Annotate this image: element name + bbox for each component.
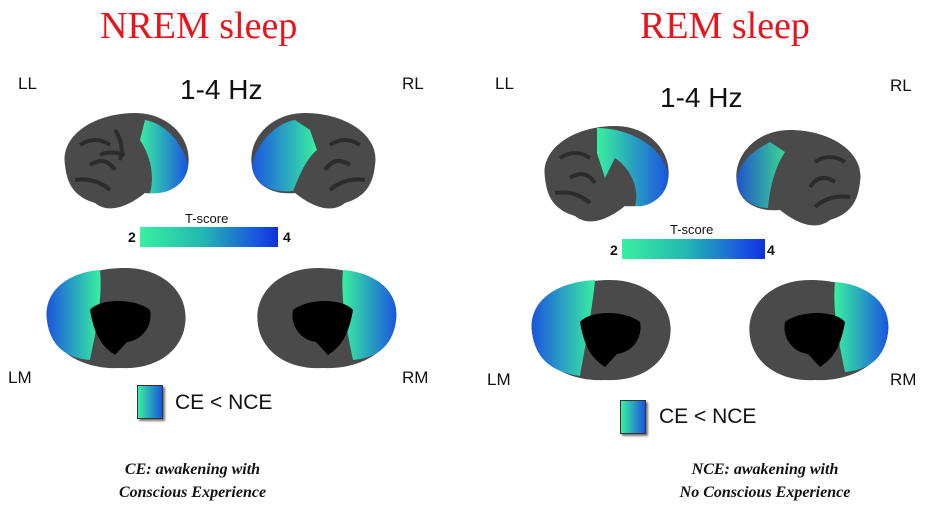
view-label-ll: LL	[18, 74, 37, 93]
brain-right-medial	[749, 280, 889, 381]
legend-label: CE < NCE	[659, 405, 757, 428]
caption-line-2: No Conscious Experience	[679, 484, 851, 501]
rem-panel: REM sleep 1-4 Hz LL RL LM RM T-score 2 4…	[465, 0, 929, 515]
frequency-label: 1-4 Hz	[660, 82, 743, 113]
caption-line-1: CE: awakening with	[124, 461, 261, 478]
colorbar-title: T-score	[185, 211, 229, 226]
colorbar-title: T-score	[670, 222, 714, 237]
view-label-rm: RM	[402, 368, 429, 387]
colorbar-min: 2	[128, 229, 136, 245]
view-label-rm: RM	[890, 370, 917, 389]
view-label-rl: RL	[890, 76, 912, 95]
brain-right-lateral	[736, 130, 861, 226]
colorbar-max: 4	[283, 229, 291, 245]
caption: NCE: awakening with No Conscious Experie…	[645, 458, 885, 504]
panel-title: NREM sleep	[100, 5, 298, 47]
brain-left-medial	[531, 280, 671, 381]
colorbar-min: 2	[610, 242, 618, 258]
view-label-lm: LM	[487, 370, 511, 389]
panel-title: REM sleep	[640, 5, 810, 47]
colorbar	[622, 239, 765, 259]
view-label-ll: LL	[495, 74, 514, 93]
view-label-lm: LM	[8, 368, 32, 387]
brain-right-medial	[257, 268, 397, 369]
legend-swatch	[620, 400, 646, 434]
caption-line-2: Conscious Experience	[118, 484, 267, 501]
frequency-label: 1-4 Hz	[180, 74, 263, 105]
legend-swatch	[137, 385, 163, 419]
brain-right-lateral	[251, 113, 376, 209]
colorbar	[140, 227, 278, 247]
colorbar-max: 4	[767, 242, 775, 258]
brain-left-medial	[46, 268, 186, 369]
caption: CE: awakening with Conscious Experience	[85, 458, 300, 504]
nrem-panel: NREM sleep 1-4 Hz LL RL LM RM T-score 2 …	[8, 5, 429, 504]
brain-left-lateral	[544, 126, 669, 222]
view-label-rl: RL	[402, 74, 424, 93]
caption-line-1: NCE: awakening with	[691, 461, 839, 478]
brain-left-lateral	[64, 113, 189, 209]
legend-label: CE < NCE	[175, 391, 273, 414]
